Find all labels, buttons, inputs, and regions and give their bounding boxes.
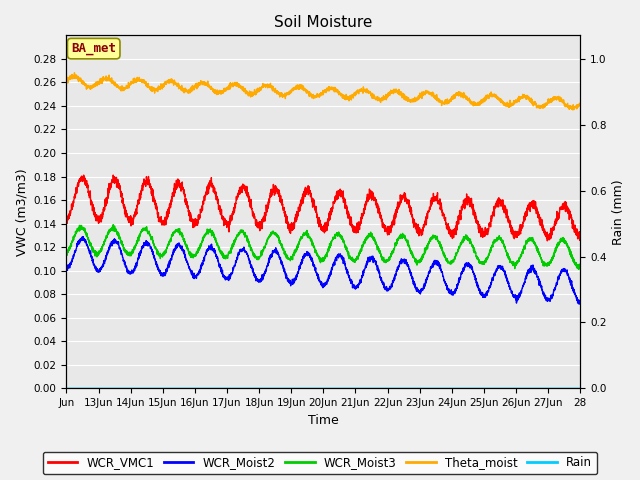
- Theta_moist: [152, 87, 159, 93]
- Line: WCR_Moist2: WCR_Moist2: [67, 237, 580, 304]
- Text: BA_met: BA_met: [71, 42, 116, 55]
- WCR_VMC1: [122, 206, 129, 212]
- Rain: [566, 385, 574, 391]
- WCR_Moist3: [63, 249, 70, 255]
- WCR_Moist2: [577, 301, 584, 307]
- WCR_Moist2: [575, 301, 582, 307]
- WCR_Moist2: [260, 271, 268, 277]
- WCR_Moist3: [282, 253, 290, 259]
- Y-axis label: Rain (mm): Rain (mm): [612, 179, 625, 245]
- Theta_moist: [122, 86, 129, 92]
- WCR_Moist3: [152, 245, 159, 251]
- WCR_Moist2: [79, 234, 87, 240]
- WCR_Moist3: [109, 222, 117, 228]
- WCR_VMC1: [566, 214, 574, 219]
- Theta_moist: [566, 104, 574, 110]
- Title: Soil Moisture: Soil Moisture: [274, 15, 372, 30]
- Rain: [121, 385, 129, 391]
- WCR_VMC1: [63, 216, 70, 221]
- WCR_VMC1: [511, 234, 519, 240]
- WCR_VMC1: [543, 238, 551, 244]
- WCR_Moist2: [152, 259, 159, 264]
- Rain: [152, 385, 159, 391]
- Rain: [511, 385, 518, 391]
- Line: Theta_moist: Theta_moist: [67, 73, 580, 110]
- Line: WCR_Moist3: WCR_Moist3: [67, 225, 580, 269]
- WCR_Moist2: [122, 261, 129, 266]
- WCR_Moist2: [511, 295, 519, 300]
- Rain: [63, 385, 70, 391]
- Theta_moist: [282, 93, 290, 99]
- Theta_moist: [70, 70, 78, 76]
- WCR_VMC1: [577, 236, 584, 241]
- WCR_Moist3: [575, 266, 582, 272]
- WCR_Moist2: [63, 264, 70, 270]
- WCR_Moist2: [566, 279, 574, 285]
- X-axis label: Time: Time: [308, 414, 339, 427]
- Y-axis label: VWC (m3/m3): VWC (m3/m3): [15, 168, 28, 256]
- Theta_moist: [63, 78, 70, 84]
- Line: WCR_VMC1: WCR_VMC1: [67, 175, 580, 241]
- Rain: [577, 385, 584, 391]
- Rain: [282, 385, 289, 391]
- WCR_VMC1: [282, 220, 290, 226]
- Theta_moist: [577, 103, 584, 108]
- WCR_Moist3: [511, 262, 519, 267]
- Theta_moist: [511, 99, 519, 105]
- Rain: [260, 385, 268, 391]
- WCR_Moist3: [566, 250, 574, 255]
- Legend: WCR_VMC1, WCR_Moist2, WCR_Moist3, Theta_moist, Rain: WCR_VMC1, WCR_Moist2, WCR_Moist3, Theta_…: [43, 452, 597, 474]
- WCR_Moist2: [282, 276, 290, 281]
- Theta_moist: [569, 107, 577, 113]
- WCR_VMC1: [260, 214, 268, 220]
- WCR_VMC1: [152, 205, 159, 211]
- WCR_Moist3: [122, 249, 129, 255]
- Theta_moist: [260, 82, 268, 88]
- WCR_Moist3: [260, 246, 268, 252]
- WCR_VMC1: [80, 172, 88, 178]
- WCR_Moist3: [577, 263, 584, 268]
